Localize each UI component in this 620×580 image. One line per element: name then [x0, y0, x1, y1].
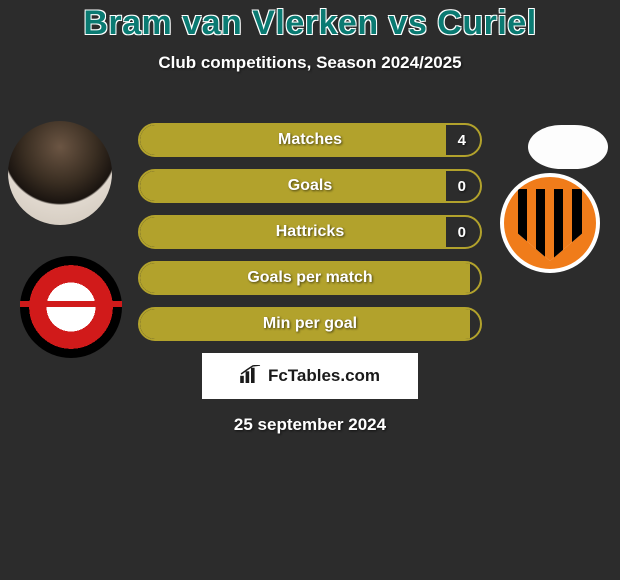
attribution-text: FcTables.com [268, 366, 380, 386]
stat-right-value: 0 [458, 217, 466, 247]
stat-row-min-per-goal: Min per goal [138, 307, 482, 341]
club-right-crest [500, 173, 600, 273]
stat-row-goals: Goals 0 [138, 169, 482, 203]
stat-right-value: 0 [458, 171, 466, 201]
attribution-badge: FcTables.com [202, 353, 418, 399]
page-root: Bram van Vlerken vs Curiel Club competit… [0, 0, 620, 580]
club-right-badge [500, 173, 600, 273]
stat-row-goals-per-match: Goals per match [138, 261, 482, 295]
club-left-badge [20, 256, 122, 358]
stat-row-hattricks: Hattricks 0 [138, 215, 482, 249]
stat-right-value: 4 [458, 125, 466, 155]
player-left-photo [8, 121, 112, 225]
stat-label: Matches [140, 131, 480, 149]
comparison-content: Matches 4 Goals 0 Hattricks 0 Goals per … [0, 113, 620, 435]
stat-label: Goals per match [140, 269, 480, 287]
club-left-band [20, 301, 122, 307]
bar-chart-icon [240, 365, 262, 388]
page-subtitle: Club competitions, Season 2024/2025 [0, 53, 620, 73]
stat-label: Hattricks [140, 223, 480, 241]
stat-label: Goals [140, 177, 480, 195]
page-title: Bram van Vlerken vs Curiel [0, 4, 620, 43]
stat-row-matches: Matches 4 [138, 123, 482, 157]
stat-label: Min per goal [140, 315, 480, 333]
club-left-crest [20, 256, 122, 358]
stats-panel: Matches 4 Goals 0 Hattricks 0 Goals per … [138, 113, 482, 341]
date-text: 25 september 2024 [0, 415, 620, 435]
player-right-photo-placeholder [528, 125, 608, 169]
club-right-stripes [518, 189, 582, 261]
